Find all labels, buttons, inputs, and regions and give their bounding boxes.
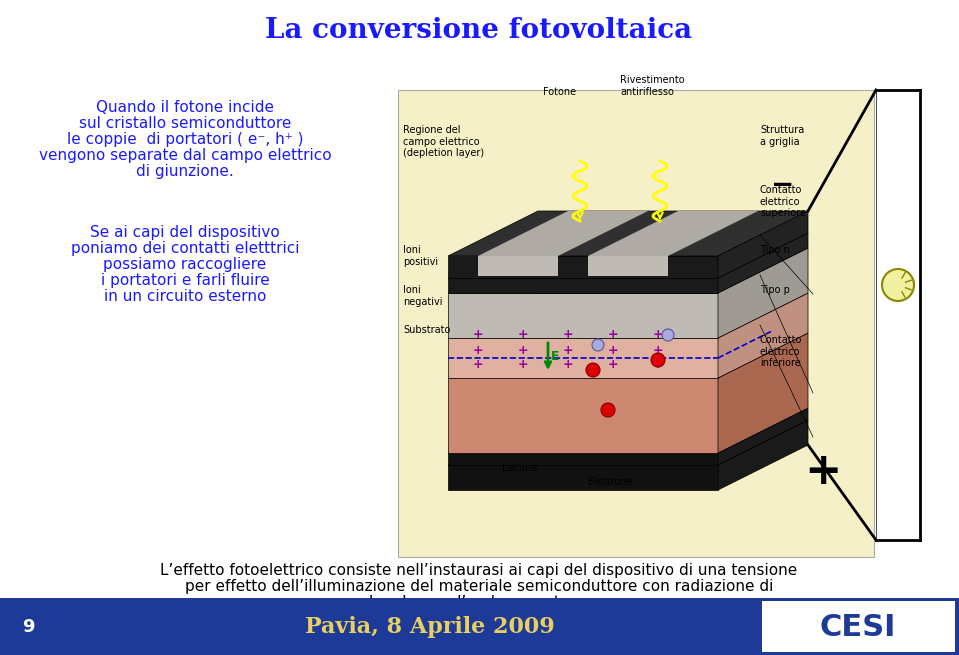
Text: possiamo raccogliere: possiamo raccogliere xyxy=(104,257,267,272)
Polygon shape xyxy=(448,465,718,490)
Text: −: − xyxy=(771,171,795,199)
Text: L’effetto fotoelettrico consiste nell’instaurasi ai capi del dispositivo di una : L’effetto fotoelettrico consiste nell’in… xyxy=(160,563,798,578)
Text: +: + xyxy=(653,358,664,371)
Polygon shape xyxy=(448,453,718,465)
Text: Se ai capi del dispositivo: Se ai capi del dispositivo xyxy=(90,225,280,240)
Text: Elettrone: Elettrone xyxy=(588,477,632,487)
Text: Pavia, 8 Aprile 2009: Pavia, 8 Aprile 2009 xyxy=(305,616,555,638)
Polygon shape xyxy=(448,211,808,256)
Polygon shape xyxy=(718,333,808,453)
Text: lunghezza d’onda opportuna: lunghezza d’onda opportuna xyxy=(369,595,589,610)
Text: +: + xyxy=(563,358,573,371)
Text: +: + xyxy=(563,343,573,356)
Text: +: + xyxy=(608,358,619,371)
Text: poniamo dei contatti eletttrici: poniamo dei contatti eletttrici xyxy=(71,241,299,256)
Polygon shape xyxy=(448,233,808,278)
Circle shape xyxy=(662,329,674,341)
Text: +: + xyxy=(653,329,664,341)
Text: vengono separate dal campo elettrico: vengono separate dal campo elettrico xyxy=(38,148,331,163)
Bar xyxy=(478,256,558,276)
Text: Rivestimento
antiriflesso: Rivestimento antiriflesso xyxy=(620,75,685,97)
Circle shape xyxy=(601,403,615,417)
Text: CESI: CESI xyxy=(820,612,897,641)
Bar xyxy=(398,90,874,557)
Text: Lacuna: Lacuna xyxy=(503,463,538,473)
Text: +: + xyxy=(563,329,573,341)
Text: Regione del
campo elettrico
(depletion layer): Regione del campo elettrico (depletion l… xyxy=(403,125,484,159)
Polygon shape xyxy=(718,248,808,338)
Circle shape xyxy=(651,353,665,367)
Text: +: + xyxy=(653,343,664,356)
Text: le coppie  di portatori ( e⁻, h⁺ ): le coppie di portatori ( e⁻, h⁺ ) xyxy=(67,132,303,147)
Text: i portatori e farli fluire: i portatori e farli fluire xyxy=(101,273,269,288)
Bar xyxy=(0,598,959,655)
Text: Contatto
elettrico
inferiore: Contatto elettrico inferiore xyxy=(760,335,803,368)
Text: di giunzione.: di giunzione. xyxy=(136,164,234,179)
Polygon shape xyxy=(448,293,718,338)
Text: +: + xyxy=(473,343,483,356)
Text: Fotone: Fotone xyxy=(544,87,576,97)
Text: Contatto
elettrico
superiore: Contatto elettrico superiore xyxy=(760,185,806,218)
Polygon shape xyxy=(718,211,808,278)
Text: +: + xyxy=(608,343,619,356)
Circle shape xyxy=(586,363,600,377)
Circle shape xyxy=(882,269,914,301)
Polygon shape xyxy=(718,293,808,378)
Text: Tipo p: Tipo p xyxy=(760,285,790,295)
Text: per effetto dell’illuminazione del materiale semiconduttore con radiazione di: per effetto dell’illuminazione del mater… xyxy=(185,579,773,594)
Text: La conversione fotovoltaica: La conversione fotovoltaica xyxy=(266,17,692,44)
Bar xyxy=(588,256,668,276)
Text: 9: 9 xyxy=(22,618,35,636)
Text: Tipo n: Tipo n xyxy=(760,245,790,255)
Text: Substrato: Substrato xyxy=(403,325,451,335)
Polygon shape xyxy=(448,333,808,378)
Polygon shape xyxy=(448,338,718,378)
Circle shape xyxy=(592,339,604,351)
Text: Quando il fotone incide: Quando il fotone incide xyxy=(96,100,274,115)
Text: Ioni
positivi: Ioni positivi xyxy=(403,245,438,267)
Polygon shape xyxy=(448,408,808,453)
Text: +: + xyxy=(518,343,528,356)
Polygon shape xyxy=(588,211,758,256)
Polygon shape xyxy=(448,420,808,465)
Polygon shape xyxy=(718,420,808,490)
Text: sul cristallo semiconduttore: sul cristallo semiconduttore xyxy=(79,116,292,131)
Polygon shape xyxy=(448,378,718,453)
Bar xyxy=(762,601,955,652)
Polygon shape xyxy=(448,248,808,293)
Text: +: + xyxy=(608,329,619,341)
Polygon shape xyxy=(718,408,808,465)
Text: +: + xyxy=(473,329,483,341)
Text: in un circuito esterno: in un circuito esterno xyxy=(104,289,267,304)
Polygon shape xyxy=(448,256,718,278)
Text: +: + xyxy=(805,450,842,493)
Text: Ioni
negativi: Ioni negativi xyxy=(403,285,442,307)
Text: +: + xyxy=(473,358,483,371)
Text: +: + xyxy=(518,329,528,341)
Polygon shape xyxy=(448,293,808,338)
Text: Struttura
a griglia: Struttura a griglia xyxy=(760,125,805,147)
Polygon shape xyxy=(448,278,718,293)
Text: E: E xyxy=(551,350,559,362)
Polygon shape xyxy=(718,233,808,293)
Polygon shape xyxy=(478,211,648,256)
Text: +: + xyxy=(518,358,528,371)
